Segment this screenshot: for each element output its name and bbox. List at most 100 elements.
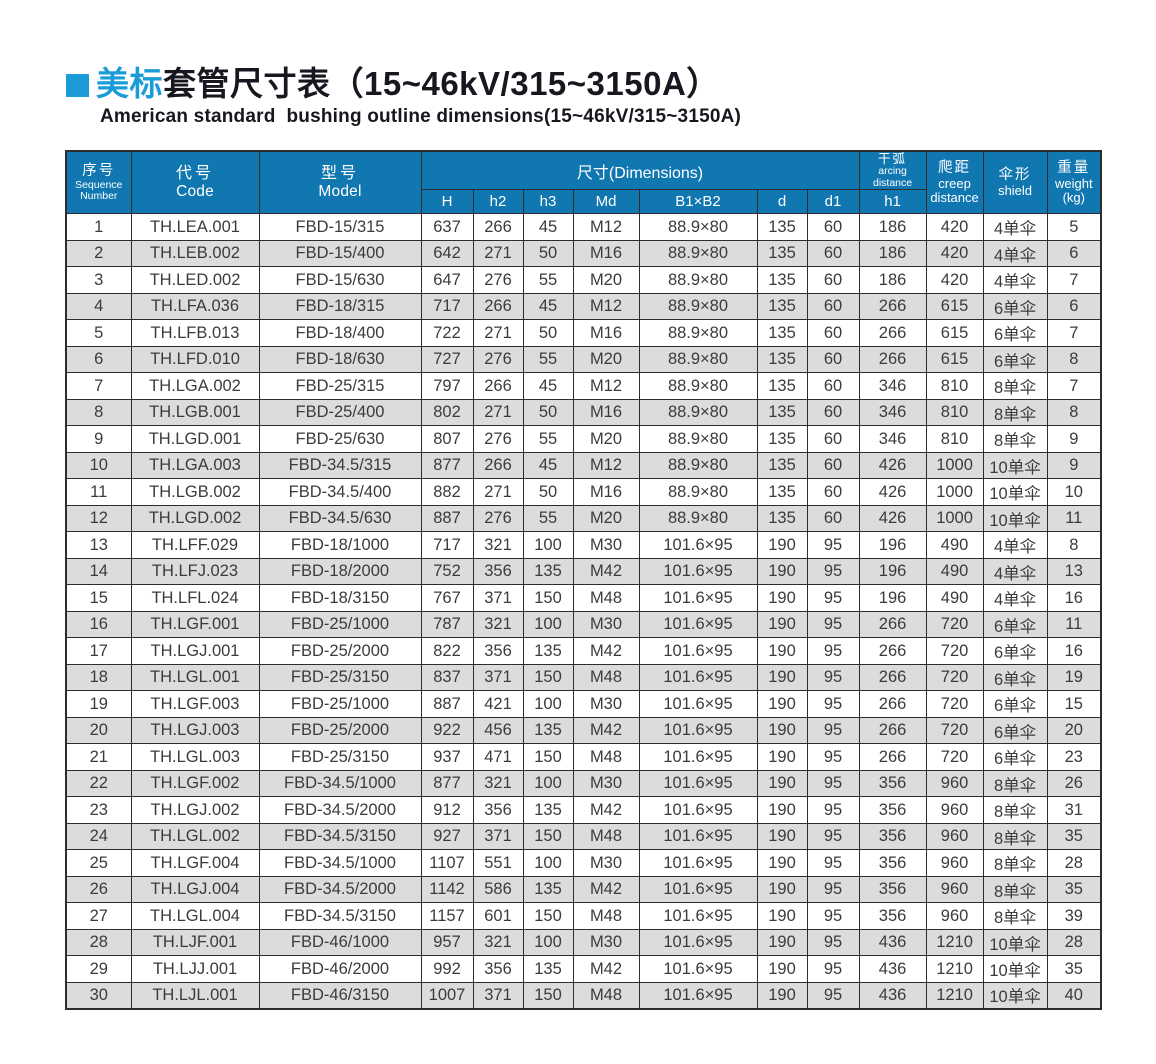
- col-weight-en: weight: [1055, 175, 1093, 191]
- cell-B1xB2: 88.9×80: [638, 478, 758, 506]
- cell-h2: 321: [472, 531, 524, 559]
- cell-code: TH.LFB.013: [130, 319, 260, 347]
- cell-seq: 9: [65, 425, 132, 453]
- cell-H: 767: [420, 584, 474, 612]
- cell-code: TH.LGF.003: [130, 690, 260, 718]
- cell-seq: 24: [65, 822, 132, 851]
- cell-code: TH.LGF.001: [130, 610, 260, 639]
- cell-h2: 271: [472, 478, 524, 506]
- cell-creep: 720: [925, 690, 984, 718]
- cell-h2: 271: [472, 239, 524, 268]
- cell-seq: 11: [65, 478, 132, 506]
- cell-B1xB2: 88.9×80: [638, 266, 758, 294]
- cell-code: TH.LGF.002: [130, 769, 260, 798]
- cell-d: 135: [756, 398, 808, 427]
- cell-h3: 150: [522, 663, 574, 692]
- cell-weight: 39: [1046, 902, 1102, 930]
- cell-Md: M42: [572, 716, 640, 745]
- cell-code: TH.LGJ.001: [130, 637, 260, 665]
- cell-model: FBD-34.5/1000: [258, 849, 422, 877]
- table-row: 6 TH.LFD.010 FBD-18/630 727 276 55 M20 88.9×80 1…: [65, 345, 1102, 374]
- cell-d1: 60: [806, 292, 860, 321]
- cell-h2: 276: [472, 425, 524, 453]
- cell-code: TH.LFJ.023: [130, 557, 260, 586]
- cell-h2: 276: [472, 266, 524, 294]
- col-shield: 伞形 shield: [982, 150, 1048, 215]
- cell-shield: 6单伞: [982, 716, 1048, 745]
- col-weight-zh: 重量: [1057, 160, 1091, 177]
- cell-creep: 1000: [925, 504, 984, 533]
- cell-creep: 490: [925, 557, 984, 586]
- cell-d: 135: [756, 213, 808, 241]
- cell-seq: 12: [65, 504, 132, 533]
- cell-H: 752: [420, 557, 474, 586]
- col-creep-en2: distance: [930, 190, 979, 206]
- cell-shield: 10单伞: [982, 451, 1048, 480]
- cell-d1: 95: [806, 849, 860, 877]
- col-dimensions-label: 尺寸(Dimensions): [576, 164, 704, 182]
- cell-shield: 8单伞: [982, 875, 1048, 904]
- cell-h3: 100: [522, 610, 574, 639]
- cell-shield: 8单伞: [982, 372, 1048, 400]
- cell-d1: 60: [806, 425, 860, 453]
- col-Md: Md: [572, 189, 640, 215]
- cell-h1: 356: [858, 875, 927, 904]
- cell-seq: 28: [65, 928, 132, 957]
- cell-h1: 346: [858, 398, 927, 427]
- cell-code: TH.LGB.002: [130, 478, 260, 506]
- cell-h3: 45: [522, 451, 574, 480]
- cell-model: FBD-34.5/1000: [258, 769, 422, 798]
- cell-Md: M42: [572, 557, 640, 586]
- table-row: 28 TH.LJF.001 FBD-46/1000 957 321 100 M30 101.6…: [65, 928, 1102, 957]
- cell-seq: 13: [65, 531, 132, 559]
- cell-h2: 276: [472, 345, 524, 374]
- cell-d: 190: [756, 849, 808, 877]
- cell-seq: 17: [65, 637, 132, 665]
- cell-weight: 5: [1046, 213, 1102, 241]
- cell-h3: 55: [522, 266, 574, 294]
- cell-seq: 6: [65, 345, 132, 374]
- cell-model: FBD-15/630: [258, 266, 422, 294]
- col-dimensions-group: 尺寸(Dimensions): [420, 150, 860, 191]
- cell-creep: 960: [925, 875, 984, 904]
- cell-Md: M16: [572, 478, 640, 506]
- col-shield-zh: 伞形: [998, 167, 1032, 184]
- dimensions-table: 序号 Sequence Number 代号 Code 型号 Model 尺寸(D…: [65, 150, 1103, 1010]
- cell-H: 727: [420, 345, 474, 374]
- table-row: 24 TH.LGL.002 FBD-34.5/3150 927 371 150 M48 101…: [65, 822, 1102, 851]
- cell-creep: 1210: [925, 981, 984, 1010]
- cell-d: 190: [756, 875, 808, 904]
- cell-h1: 436: [858, 928, 927, 957]
- cell-code: TH.LGL.002: [130, 822, 260, 851]
- cell-B1xB2: 88.9×80: [638, 398, 758, 427]
- page-title-highlight: 美标: [96, 65, 163, 102]
- cell-h3: 100: [522, 849, 574, 877]
- cell-shield: 6单伞: [982, 637, 1048, 665]
- table-row: 7 TH.LGA.002 FBD-25/315 797 266 45 M12 88.9×80 1…: [65, 372, 1102, 400]
- cell-h1: 266: [858, 345, 927, 374]
- cell-h3: 135: [522, 955, 574, 983]
- col-sequence-en2: Number: [80, 190, 118, 203]
- cell-shield: 8单伞: [982, 425, 1048, 453]
- table-row: 25 TH.LGF.004 FBD-34.5/1000 1107 551 100 M30 10…: [65, 849, 1102, 877]
- col-H: H: [420, 189, 474, 215]
- cell-d: 190: [756, 769, 808, 798]
- cell-h1: 266: [858, 319, 927, 347]
- col-creep-en1: creep: [938, 175, 971, 191]
- cell-model: FBD-34.5/3150: [258, 822, 422, 851]
- cell-h1: 356: [858, 796, 927, 824]
- cell-d1: 60: [806, 319, 860, 347]
- cell-d: 190: [756, 716, 808, 745]
- cell-H: 937: [420, 743, 474, 771]
- cell-code: TH.LFF.029: [130, 531, 260, 559]
- cell-h2: 371: [472, 584, 524, 612]
- cell-B1xB2: 101.6×95: [638, 928, 758, 957]
- cell-Md: M20: [572, 345, 640, 374]
- cell-shield: 6单伞: [982, 319, 1048, 347]
- cell-shield: 10单伞: [982, 928, 1048, 957]
- cell-H: 912: [420, 796, 474, 824]
- cell-creep: 720: [925, 716, 984, 745]
- cell-model: FBD-25/1000: [258, 610, 422, 639]
- cell-Md: M42: [572, 875, 640, 904]
- cell-H: 802: [420, 398, 474, 427]
